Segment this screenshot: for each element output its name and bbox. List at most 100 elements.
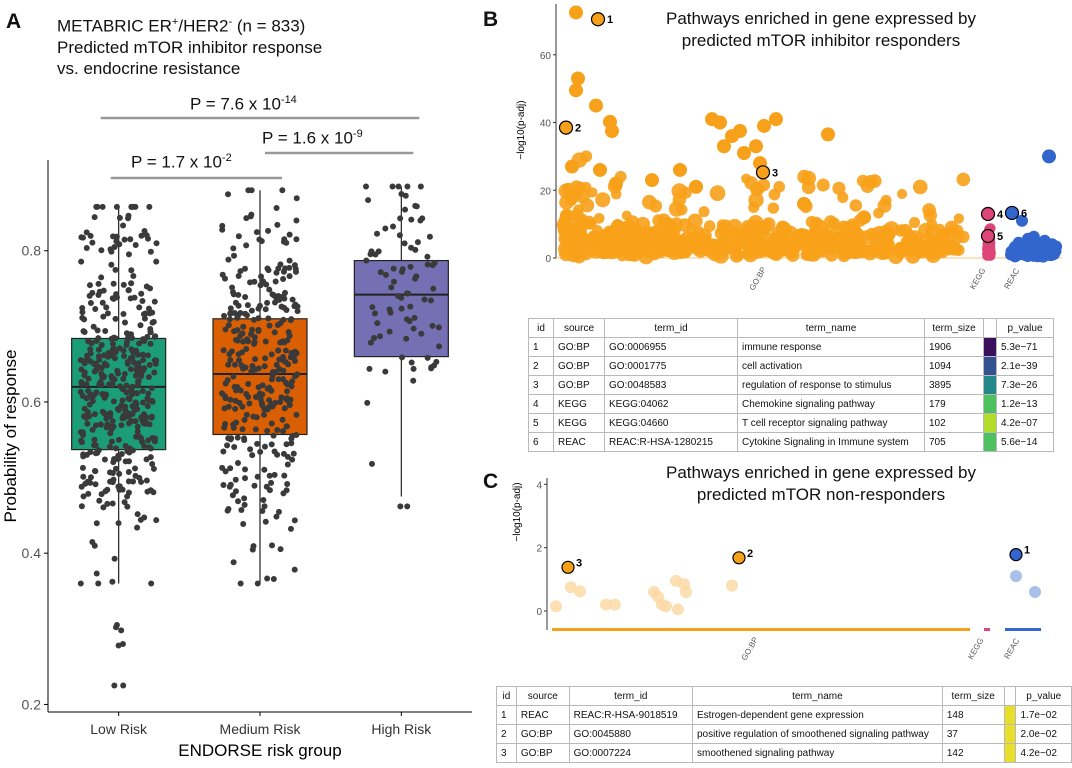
pathway-point-gobp	[757, 242, 771, 256]
jitter-point	[396, 232, 403, 239]
jitter-point	[125, 287, 132, 294]
pathway-point-gobp	[589, 98, 603, 113]
jitter-point	[431, 362, 438, 369]
jitter-point	[279, 416, 286, 423]
table-row: 1 REAC REAC:R-HSA-9018519 Estrogen-dependen…	[496, 705, 1072, 725]
jitter-point	[255, 365, 262, 372]
jitter-point	[113, 238, 120, 245]
jitter-point	[136, 304, 143, 311]
pathway-point-gobp	[797, 196, 811, 211]
pathway-point-faded	[1010, 570, 1022, 583]
jitter-point	[230, 291, 237, 298]
pathway-point-gobp	[709, 185, 726, 202]
jitter-point	[273, 361, 280, 368]
cell-id: 1	[496, 705, 517, 725]
pathway-point-faded	[1029, 586, 1041, 598]
jitter-point	[120, 310, 127, 317]
pathway-point-gobp	[697, 228, 712, 243]
jitter-point	[281, 236, 288, 243]
pathway-point-gobp	[689, 179, 703, 194]
jitter-point	[270, 432, 277, 439]
jitter-point	[110, 295, 117, 302]
pathway-point-reac	[1020, 243, 1033, 256]
jitter-point	[133, 366, 140, 373]
jitter-point	[390, 278, 397, 285]
jitter-point	[435, 324, 442, 331]
jitter-point	[222, 380, 229, 387]
jitter-point	[128, 346, 135, 353]
jitter-point	[261, 466, 268, 473]
jitter-point	[98, 247, 105, 254]
jitter-point	[404, 290, 411, 297]
jitter-point	[83, 244, 90, 251]
jitter-point	[291, 566, 298, 573]
jitter-point	[128, 203, 135, 210]
pathway-point-gobp	[769, 240, 782, 253]
jitter-point	[92, 481, 99, 488]
jitter-point	[78, 503, 85, 510]
cell-source: REAC	[515, 705, 570, 725]
jitter-point	[372, 251, 379, 258]
jitter-point	[221, 312, 228, 319]
source-label-kegg: KEGG	[966, 636, 985, 661]
jitter-point	[225, 256, 232, 263]
jitter-point	[231, 361, 238, 368]
jitter-point	[120, 222, 127, 229]
jitter-point	[143, 456, 150, 463]
pvalue-exp: -2	[221, 152, 232, 164]
pathway-point-gobp	[594, 242, 610, 259]
jitter-point	[140, 336, 147, 343]
jitter-point	[144, 403, 151, 410]
jitter-point	[114, 405, 121, 412]
jitter-point	[273, 204, 280, 211]
jitter-point	[261, 503, 268, 510]
jitter-point	[286, 273, 293, 280]
jitter-point	[264, 299, 271, 306]
jitter-point	[230, 424, 237, 431]
pathway-point-gobp	[956, 172, 971, 187]
panel-letter-c: C	[483, 470, 499, 493]
outlier-point	[119, 640, 126, 647]
jitter-point	[374, 320, 381, 327]
highlight-label-2: 2	[575, 123, 581, 135]
jitter-point	[84, 420, 91, 427]
jitter-point	[282, 358, 289, 365]
jitter-point	[81, 328, 88, 335]
jitter-point	[259, 391, 266, 398]
jitter-point	[268, 351, 275, 358]
jitter-point	[382, 368, 389, 375]
jitter-point	[395, 183, 402, 190]
pvalue-base: P = 7.6 x 10	[190, 94, 281, 114]
jitter-point	[248, 307, 255, 314]
y-tick-label: 4	[536, 480, 542, 491]
jitter-point	[390, 265, 397, 272]
cell-p-value: 4.2e−02	[1015, 743, 1072, 763]
jitter-point	[280, 293, 287, 300]
title-a-part: (n = 833)	[232, 16, 306, 36]
jitter-point	[398, 268, 405, 275]
pathway-point-gobp	[850, 244, 866, 259]
jitter-point	[249, 362, 256, 369]
cell-color	[1003, 724, 1017, 744]
pathway-point-gobp	[749, 139, 763, 154]
jitter-point	[254, 580, 261, 587]
pathway-point-reac	[1016, 214, 1028, 227]
jitter-point	[283, 306, 290, 313]
table-row: 3 GO:BP GO:0007224 smoothened signaling pat…	[496, 743, 1072, 763]
jitter-point	[93, 389, 100, 396]
jitter-point	[269, 403, 276, 410]
pathway-point-gobp	[703, 220, 716, 232]
jitter-point	[98, 274, 105, 281]
jitter-point	[86, 282, 93, 289]
pvalue-low-high: P = 7.6 x 10-14	[190, 94, 297, 115]
jitter-point	[292, 268, 299, 275]
jitter-point	[367, 251, 374, 258]
jitter-point	[121, 236, 128, 243]
jitter-point	[95, 580, 102, 587]
jitter-point	[266, 472, 273, 479]
title-b-line2: predicted mTOR inhibitor responders	[681, 31, 961, 50]
jitter-point	[107, 469, 114, 476]
jitter-point	[107, 430, 114, 437]
jitter-point	[245, 381, 252, 388]
